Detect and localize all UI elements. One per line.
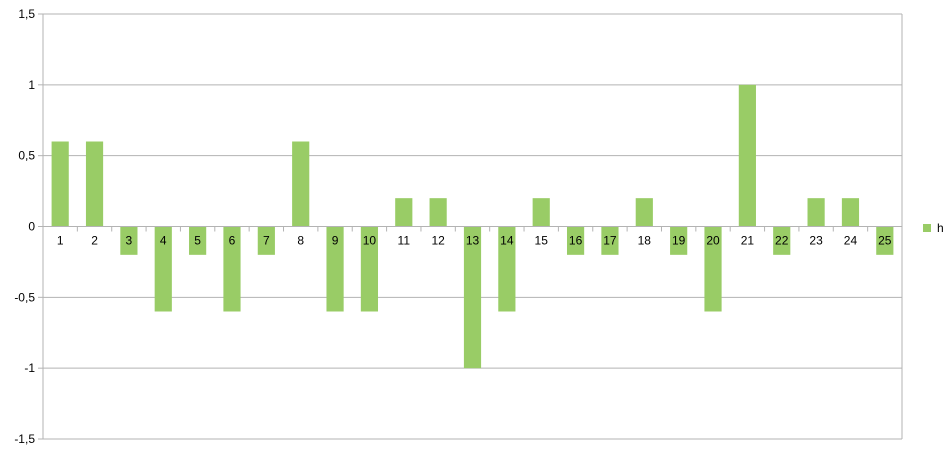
bar bbox=[773, 226, 791, 255]
legend-swatch bbox=[923, 224, 931, 232]
x-tick-label: 17 bbox=[603, 234, 617, 248]
bar bbox=[326, 226, 344, 312]
bar bbox=[292, 141, 310, 227]
bar bbox=[670, 226, 688, 255]
bar bbox=[429, 198, 447, 227]
x-tick-label: 1 bbox=[57, 234, 64, 248]
x-tick-label: 10 bbox=[363, 234, 377, 248]
x-tick-label: 9 bbox=[332, 234, 339, 248]
x-tick-label: 5 bbox=[194, 234, 201, 248]
bar bbox=[601, 226, 619, 255]
x-tick-label: 23 bbox=[809, 234, 823, 248]
x-tick-label: 3 bbox=[126, 234, 133, 248]
x-tick-label: 11 bbox=[398, 234, 411, 248]
legend-label: h bbox=[937, 221, 944, 235]
bar bbox=[223, 226, 241, 312]
bar bbox=[498, 226, 516, 312]
bar bbox=[807, 198, 825, 227]
bar bbox=[738, 84, 756, 227]
x-tick-label: 7 bbox=[263, 234, 270, 248]
bar bbox=[189, 226, 207, 255]
bar bbox=[463, 226, 482, 369]
y-tick-label: 1,5 bbox=[18, 7, 35, 21]
x-tick-label: 24 bbox=[844, 234, 858, 248]
y-tick-labels: -1,5 -1 -0,5 0 0,5 1 1,5 bbox=[14, 7, 35, 446]
x-tick-label: 13 bbox=[466, 234, 480, 248]
bar bbox=[566, 226, 585, 255]
x-tick-label: 21 bbox=[741, 234, 755, 248]
x-tick-label: 16 bbox=[569, 234, 583, 248]
bar bbox=[841, 198, 860, 227]
bar bbox=[635, 198, 653, 227]
y-tick-label: -1 bbox=[24, 361, 35, 375]
bar bbox=[704, 226, 722, 312]
y-tick-label: -0,5 bbox=[14, 290, 35, 304]
x-tick-label: 20 bbox=[706, 234, 720, 248]
x-tick-label: 8 bbox=[297, 234, 304, 248]
x-tick-label: 19 bbox=[672, 234, 686, 248]
x-tick-label: 12 bbox=[431, 234, 445, 248]
x-tick-label: 4 bbox=[160, 234, 167, 248]
bar bbox=[120, 226, 138, 255]
x-tick-labels: 1 2 3 4 5 6 7 8 9 10 11 12 13 14 15 16 17 18 19 20 21 22 23 24 2… bbox=[57, 234, 892, 248]
y-tick-label: 0,5 bbox=[18, 149, 35, 163]
legend: h bbox=[923, 221, 944, 235]
bars bbox=[51, 84, 894, 369]
bar bbox=[360, 226, 379, 312]
bar bbox=[876, 226, 894, 255]
axes bbox=[42, 14, 903, 439]
x-tick-label: 25 bbox=[878, 234, 892, 248]
y-tick-label: 0 bbox=[28, 220, 35, 234]
bar bbox=[51, 141, 69, 227]
bar bbox=[85, 141, 104, 227]
y-tick-label: 1 bbox=[28, 78, 35, 92]
bar bbox=[395, 198, 413, 227]
x-tick-label: 18 bbox=[638, 234, 652, 248]
bar bbox=[257, 226, 275, 255]
bar bbox=[154, 226, 172, 312]
x-tick-label: 14 bbox=[500, 234, 514, 248]
y-tick-label: -1,5 bbox=[14, 432, 35, 446]
x-tick-label: 15 bbox=[535, 234, 549, 248]
bar bbox=[532, 198, 550, 227]
x-tick-label: 6 bbox=[229, 234, 236, 248]
x-tick-label: 22 bbox=[775, 234, 789, 248]
x-tick-label: 2 bbox=[91, 234, 98, 248]
